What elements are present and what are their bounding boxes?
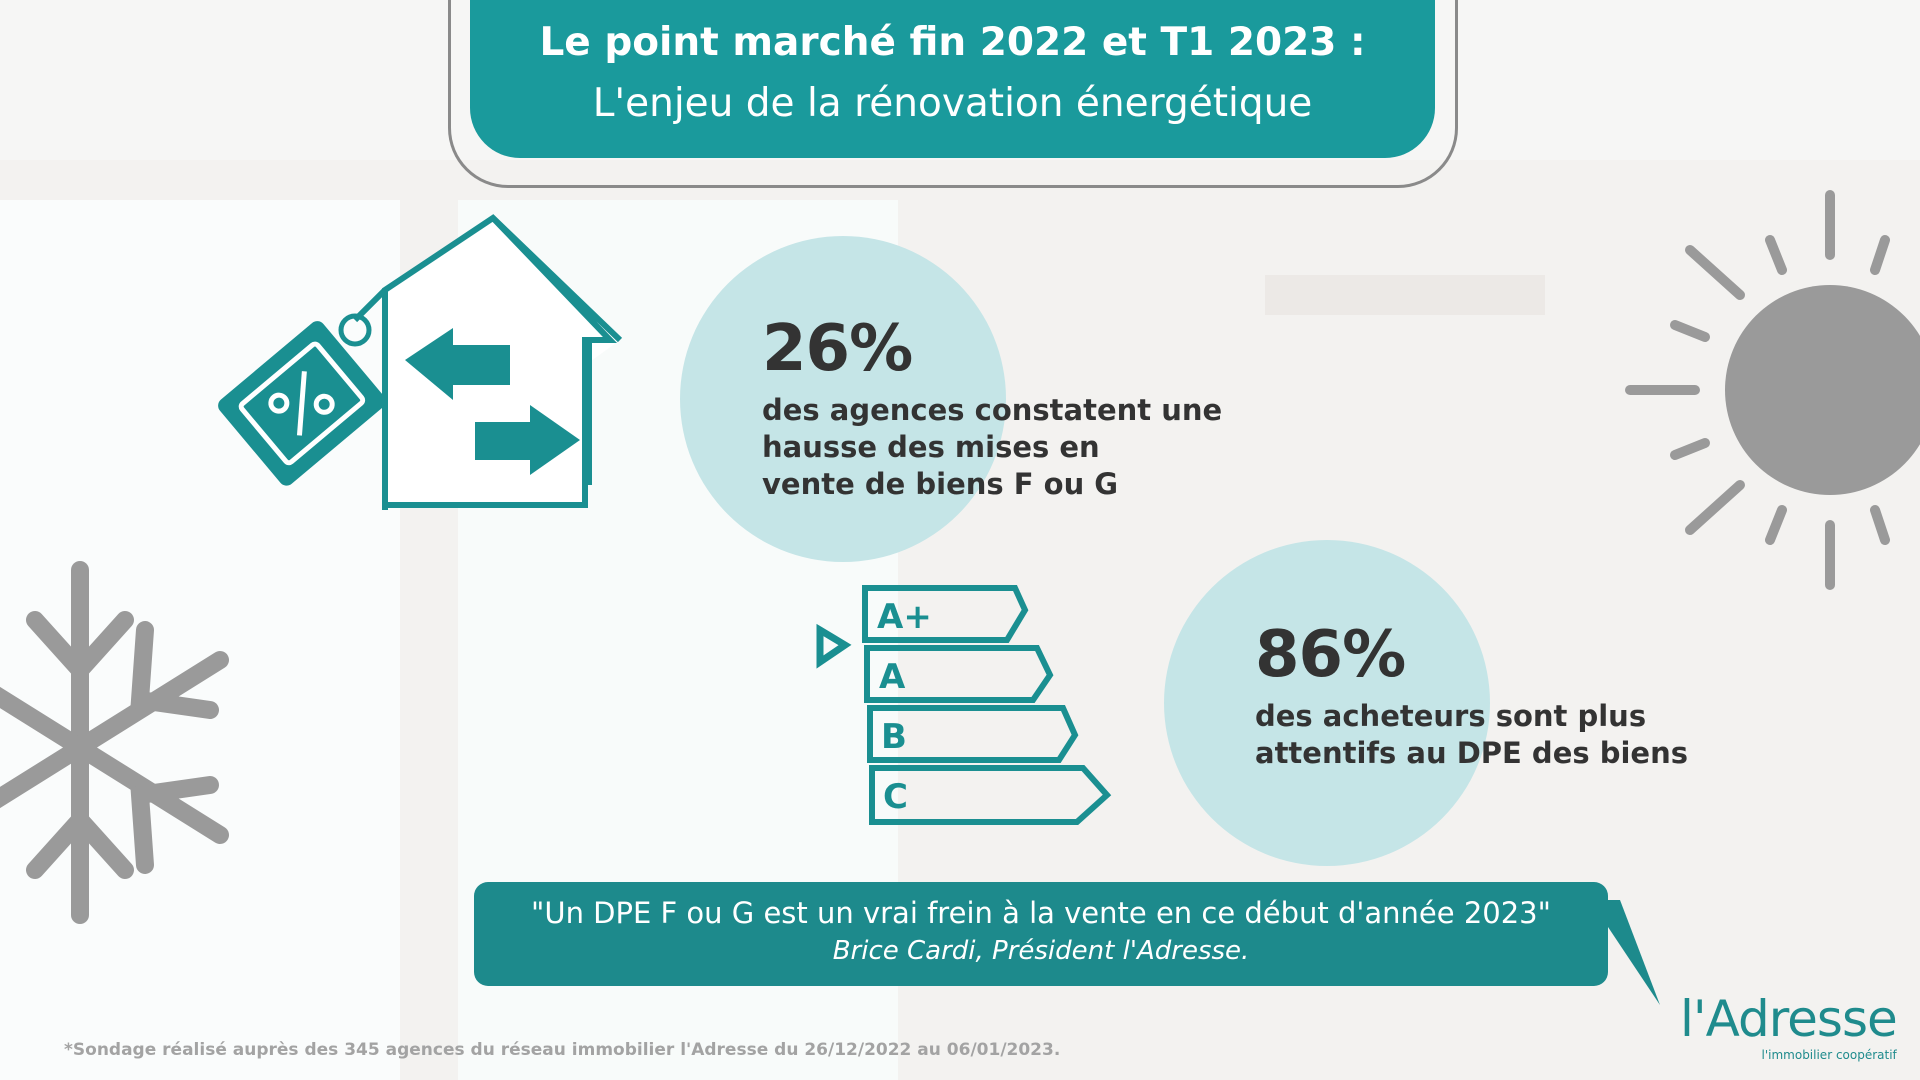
quote-text: "Un DPE F ou G est un vrai frein à la ve… xyxy=(531,896,1551,930)
header-border xyxy=(448,0,1458,188)
footnote: *Sondage réalisé auprès des 345 agences … xyxy=(64,1040,1061,1060)
stat-line: hausse des mises en xyxy=(762,430,1100,464)
energy-class: B xyxy=(881,717,907,757)
quote-author: Brice Cardi, Président l'Adresse. xyxy=(832,936,1250,966)
stat-2: 86% des acheteurs sont plus attentifs au… xyxy=(1255,618,1688,772)
energy-class: A+ xyxy=(877,597,932,637)
snowflake-icon xyxy=(0,561,229,924)
stat-line: des agences constatent une xyxy=(762,393,1223,427)
logo-tagline: l'immobilier coopératif xyxy=(1761,1048,1897,1062)
energy-class: A xyxy=(879,657,906,697)
page-subtitle: L'enjeu de la rénovation énergétique xyxy=(592,81,1313,126)
energy-label-icon: A+ A B C xyxy=(816,585,1112,825)
energy-class: C xyxy=(883,777,908,817)
page-title: Le point marché fin 2022 et T1 2023 : xyxy=(539,20,1366,65)
background-shelf xyxy=(1265,275,1545,315)
stat-line: des acheteurs sont plus xyxy=(1255,699,1647,733)
logo: l'Adresse l'immobilier coopératif xyxy=(1680,990,1898,1063)
stat-line: vente de biens F ou G xyxy=(762,467,1119,501)
stat-circle xyxy=(680,236,1006,562)
header-banner: Le point marché fin 2022 et T1 2023 : L'… xyxy=(470,0,1435,158)
stat-1: 26% des agences constatent une hausse de… xyxy=(762,312,1222,503)
sun-icon xyxy=(1625,190,1920,590)
house-price-tag-icon xyxy=(218,214,623,510)
stat-circle xyxy=(1164,540,1490,866)
stat-value: 26% xyxy=(762,312,913,386)
logo-name: l'Adresse xyxy=(1680,990,1898,1048)
stat-line: attentifs au DPE des biens xyxy=(1255,736,1688,770)
stat-value: 86% xyxy=(1255,618,1406,692)
quote-box: "Un DPE F ou G est un vrai frein à la ve… xyxy=(474,882,1608,986)
